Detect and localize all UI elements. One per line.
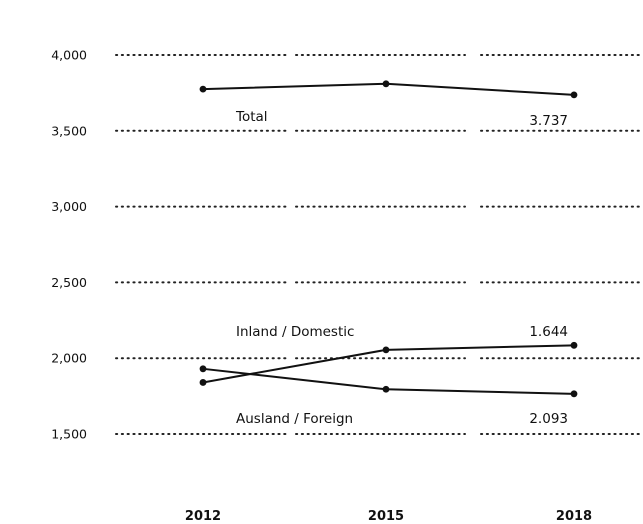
y-tick-label: 2,500: [51, 275, 87, 290]
y-axis-ticks: 4,000 3,500 3,000 2,500 2,000 1,500: [51, 48, 87, 442]
series-labels: Total 3.737 Inland / Domestic 1.644 Ausland …: [235, 109, 568, 427]
series-annotation: Total: [235, 109, 268, 125]
series-annotation: 1.644: [529, 324, 568, 340]
y-tick-label: 4,000: [51, 48, 87, 63]
series-annotation: 2.093: [529, 411, 568, 427]
data-point: [570, 341, 578, 349]
data-point: [382, 385, 390, 393]
x-tick-label: 2015: [368, 509, 404, 524]
x-tick-label: 2012: [185, 509, 221, 524]
data-point: [570, 91, 578, 99]
series-annotation: 3.737: [529, 113, 568, 129]
y-tick-label: 3,000: [51, 199, 87, 214]
data-point: [199, 365, 207, 373]
data-point: [199, 85, 207, 93]
series-annotation: Ausland / Foreign: [236, 411, 353, 427]
series-lines: [199, 80, 578, 398]
x-tick-label: 2018: [556, 509, 592, 524]
x-axis-ticks: 2012 2015 2018: [185, 509, 592, 524]
data-point: [199, 379, 207, 386]
gridlines: [115, 54, 643, 435]
data-point: [382, 80, 390, 88]
y-tick-label: 3,500: [51, 123, 87, 138]
data-point: [382, 346, 390, 354]
data-point: [570, 390, 578, 398]
series-annotation: Inland / Domestic: [236, 324, 354, 340]
y-tick-label: 2,000: [51, 351, 87, 366]
y-tick-label: 1,500: [51, 427, 87, 442]
